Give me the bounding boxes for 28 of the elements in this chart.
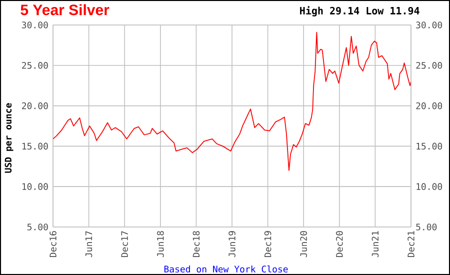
- x-tick-label: Jun18: [157, 231, 164, 258]
- y-tick-label: 20.00: [22, 102, 48, 110]
- x-tick-label: Jun17: [85, 231, 92, 258]
- x-tick-label: Dec20: [336, 231, 343, 258]
- x-tick-label: Dec16: [50, 231, 56, 258]
- x-tick-label: Jun20: [300, 231, 307, 258]
- x-tick-label: Dec21: [408, 231, 414, 258]
- y-tick-label: 30.00: [22, 22, 48, 28]
- y2-tick-label: 30.00: [416, 22, 442, 28]
- y2-tick-label: 5.00: [416, 224, 437, 230]
- chart-subtitle: High 29.14 Low 11.94: [300, 6, 420, 16]
- x-tick-label: Jun19: [228, 231, 236, 258]
- y-tick-label: 15.00: [22, 142, 48, 150]
- x-tick-label: Dec18: [192, 231, 200, 258]
- line-series: [53, 32, 411, 171]
- y-axis-title: USD per ounce: [4, 103, 14, 173]
- x-tick-label: Dec19: [264, 231, 272, 258]
- y2-tick-label: 20.00: [416, 102, 442, 110]
- chart-title: 5 Year Silver: [20, 4, 110, 16]
- y-tick-label: 5.00: [27, 224, 48, 230]
- text: Based on New York Close: [164, 265, 288, 272]
- y-tick-label: 25.00: [22, 62, 48, 69]
- y2-tick-label: 15.00: [416, 142, 442, 150]
- y2-tick-label: 10.00: [416, 183, 442, 190]
- x-tick-label: Dec17: [121, 231, 128, 258]
- y2-tick-label: 25.00: [416, 62, 442, 69]
- x-tick-label: Jun21: [372, 231, 379, 258]
- y-tick-label: 10.00: [22, 183, 48, 190]
